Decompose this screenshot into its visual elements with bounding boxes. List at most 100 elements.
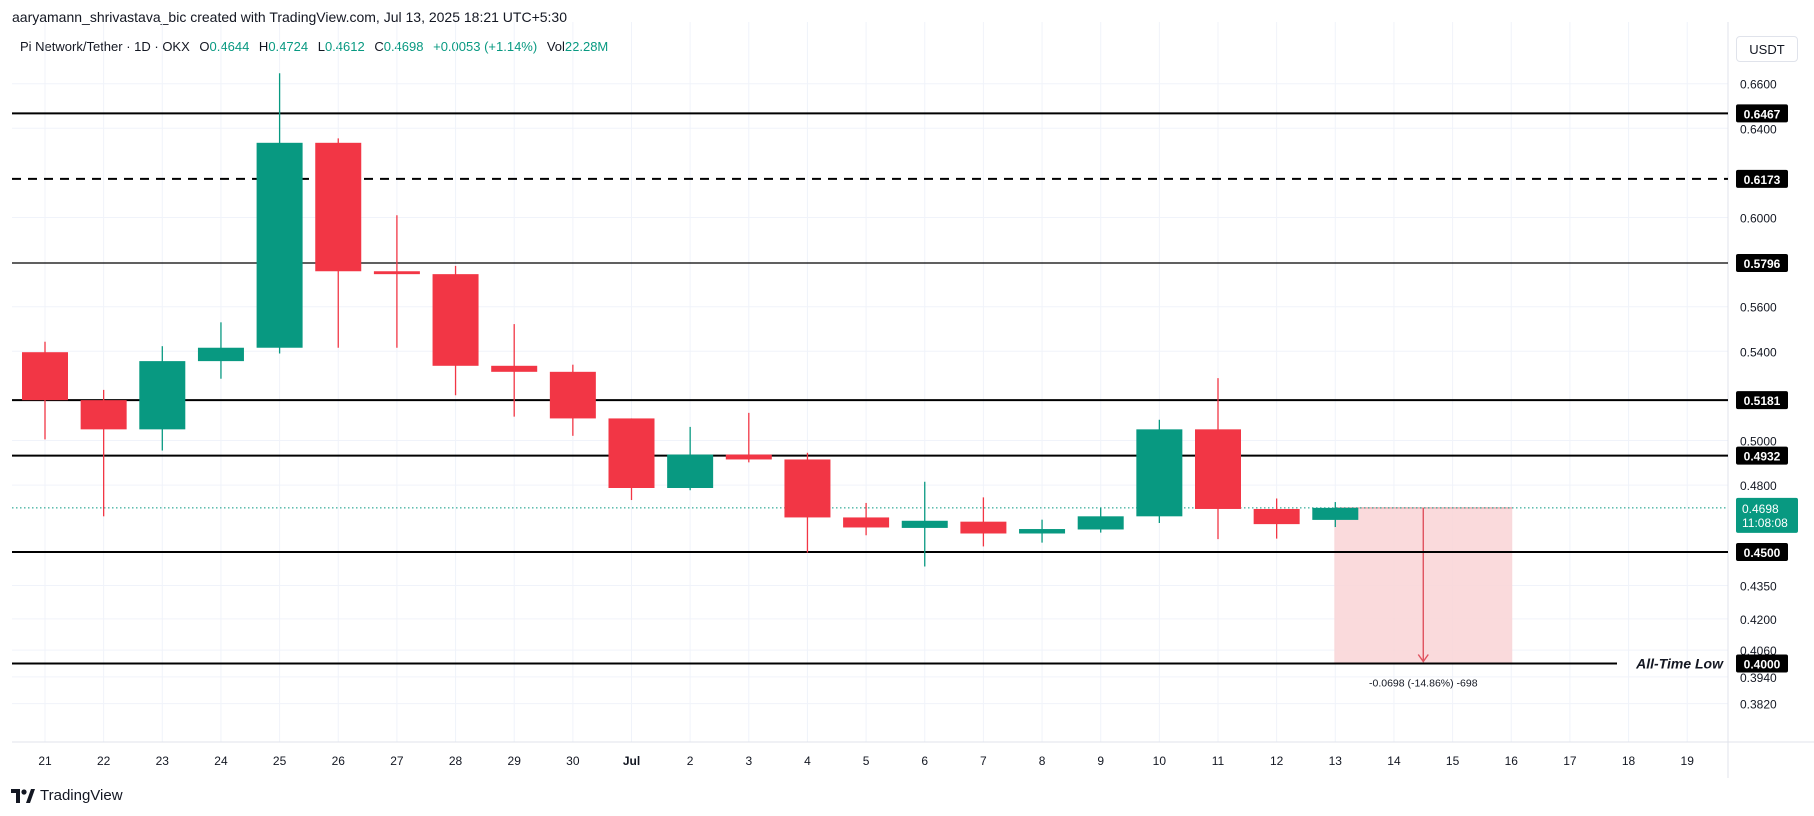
low-label: L — [317, 39, 325, 54]
candle-body — [1077, 516, 1124, 530]
level-price-tag: 0.4932 — [1744, 450, 1781, 464]
level-price-tag-bg — [1736, 104, 1788, 123]
open-label: O — [199, 39, 210, 54]
level-price-tag-bg — [1736, 654, 1788, 673]
y-tick-label: 0.4200 — [1740, 613, 1777, 627]
tradingview-logo-icon — [11, 788, 35, 803]
x-tick-label: 4 — [804, 754, 811, 768]
change-value: +0.0053 (+1.14%) — [433, 39, 538, 54]
volume-label: Vol — [546, 39, 565, 54]
candle-body — [725, 454, 772, 460]
level-price-tag-bg — [1736, 543, 1788, 561]
x-tick-label: Jul — [623, 754, 640, 768]
x-tick-label: 25 — [273, 754, 287, 768]
x-tick-label: 2 — [687, 754, 694, 768]
tradingview-brand[interactable]: TradingView — [11, 787, 123, 804]
close-label: C — [374, 39, 384, 54]
x-tick-label: 21 — [38, 754, 52, 768]
x-tick-label: 22 — [97, 754, 111, 768]
candle-body — [1136, 429, 1183, 517]
x-tick-label: 24 — [214, 754, 228, 768]
x-tick-label: 5 — [863, 754, 870, 768]
candle-body — [139, 361, 186, 430]
open-value: 0.4644 — [209, 39, 250, 54]
candle-body — [432, 274, 479, 366]
y-tick-label: 0.6600 — [1740, 78, 1777, 92]
x-tick-label: 19 — [1681, 754, 1695, 768]
candle-body — [22, 352, 68, 401]
level-price-tag: 0.6173 — [1744, 173, 1781, 187]
x-tick-label: 11 — [1212, 754, 1225, 768]
current-price-tag-bg — [1736, 497, 1798, 533]
x-tick-label: 8 — [1039, 754, 1046, 768]
level-price-tag-bg — [1736, 446, 1788, 465]
tradingview-label: TradingView — [40, 787, 123, 804]
symbol-legend: Pi Network/Tether · 1D · OKX O0.4644 H0.… — [20, 39, 608, 54]
candle-body — [608, 418, 655, 489]
x-tick-label: 3 — [745, 754, 752, 768]
y-tick-label: 0.3820 — [1740, 698, 1777, 712]
x-tick-label: 12 — [1270, 754, 1284, 768]
candle-body — [1195, 429, 1241, 509]
candle-body — [256, 142, 303, 348]
x-tick-label: 29 — [508, 754, 522, 768]
candle-body — [549, 371, 596, 419]
x-tick-label: 27 — [390, 754, 404, 768]
x-tick-label: 16 — [1505, 754, 1519, 768]
y-tick-label: 0.6000 — [1740, 212, 1777, 226]
x-tick-label: 28 — [449, 754, 463, 768]
x-tick-label: 6 — [921, 754, 928, 768]
level-price-tag: 0.4000 — [1744, 657, 1781, 671]
candle-body — [373, 271, 420, 275]
current-price-tag: 0.4698 — [1742, 502, 1779, 516]
level-price-tag-bg — [1736, 391, 1788, 410]
currency-button[interactable]: USDT — [1736, 36, 1798, 62]
chart-credit: aaryamann_shrivastava_bic created with T… — [12, 9, 568, 25]
x-tick-label: 15 — [1446, 754, 1460, 768]
high-label: H — [258, 39, 269, 54]
candle-body — [80, 400, 127, 430]
x-tick-label: 17 — [1563, 754, 1577, 768]
x-tick-label: 14 — [1387, 754, 1401, 768]
x-tick-label: 10 — [1153, 754, 1167, 768]
candle-body — [843, 517, 890, 528]
y-tick-label: 0.5000 — [1740, 435, 1777, 449]
candle-body — [960, 521, 1007, 534]
volume-value: 22.28M — [564, 39, 609, 54]
candle-body — [1312, 507, 1359, 520]
candle-body — [901, 520, 948, 528]
all-time-low-label: All-Time Low — [1635, 655, 1724, 671]
x-tick-label: 18 — [1622, 754, 1636, 768]
projection-arrowhead — [1417, 654, 1429, 663]
level-price-tag-bg — [1736, 254, 1788, 272]
countdown-tag: 11:08:08 — [1742, 516, 1788, 530]
y-tick-label: 0.6400 — [1740, 122, 1777, 136]
y-tick-label: 0.3940 — [1740, 671, 1777, 685]
x-tick-label: 23 — [156, 754, 170, 768]
projection-label: -0.0698 (-14.86%) -698 — [1369, 677, 1478, 689]
y-tick-label: 0.5600 — [1740, 301, 1777, 315]
candle-body — [1253, 508, 1300, 525]
high-value: 0.4724 — [268, 39, 309, 54]
candle-body — [315, 142, 362, 272]
level-price-tag-bg — [1736, 169, 1788, 188]
close-value: 0.4698 — [383, 39, 424, 54]
level-price-tag: 0.5796 — [1744, 257, 1781, 271]
x-tick-label: 9 — [1097, 754, 1104, 768]
x-tick-label: 30 — [566, 754, 580, 768]
candle-body — [784, 459, 831, 518]
low-value: 0.4612 — [324, 39, 365, 54]
x-tick-label: 13 — [1329, 754, 1343, 768]
candle-body — [667, 454, 714, 489]
candle-body — [1019, 529, 1066, 534]
level-price-tag: 0.4500 — [1744, 546, 1781, 560]
symbol-name[interactable]: Pi Network/Tether · 1D · OKX — [20, 39, 190, 54]
y-tick-label: 0.5400 — [1740, 345, 1777, 359]
y-tick-label: 0.4800 — [1740, 479, 1777, 493]
level-price-tag: 0.6467 — [1744, 107, 1781, 121]
x-tick-label: 7 — [980, 754, 987, 768]
candle-body — [491, 365, 538, 372]
level-price-tag: 0.5181 — [1744, 394, 1781, 408]
x-tick-label: 26 — [332, 754, 346, 768]
